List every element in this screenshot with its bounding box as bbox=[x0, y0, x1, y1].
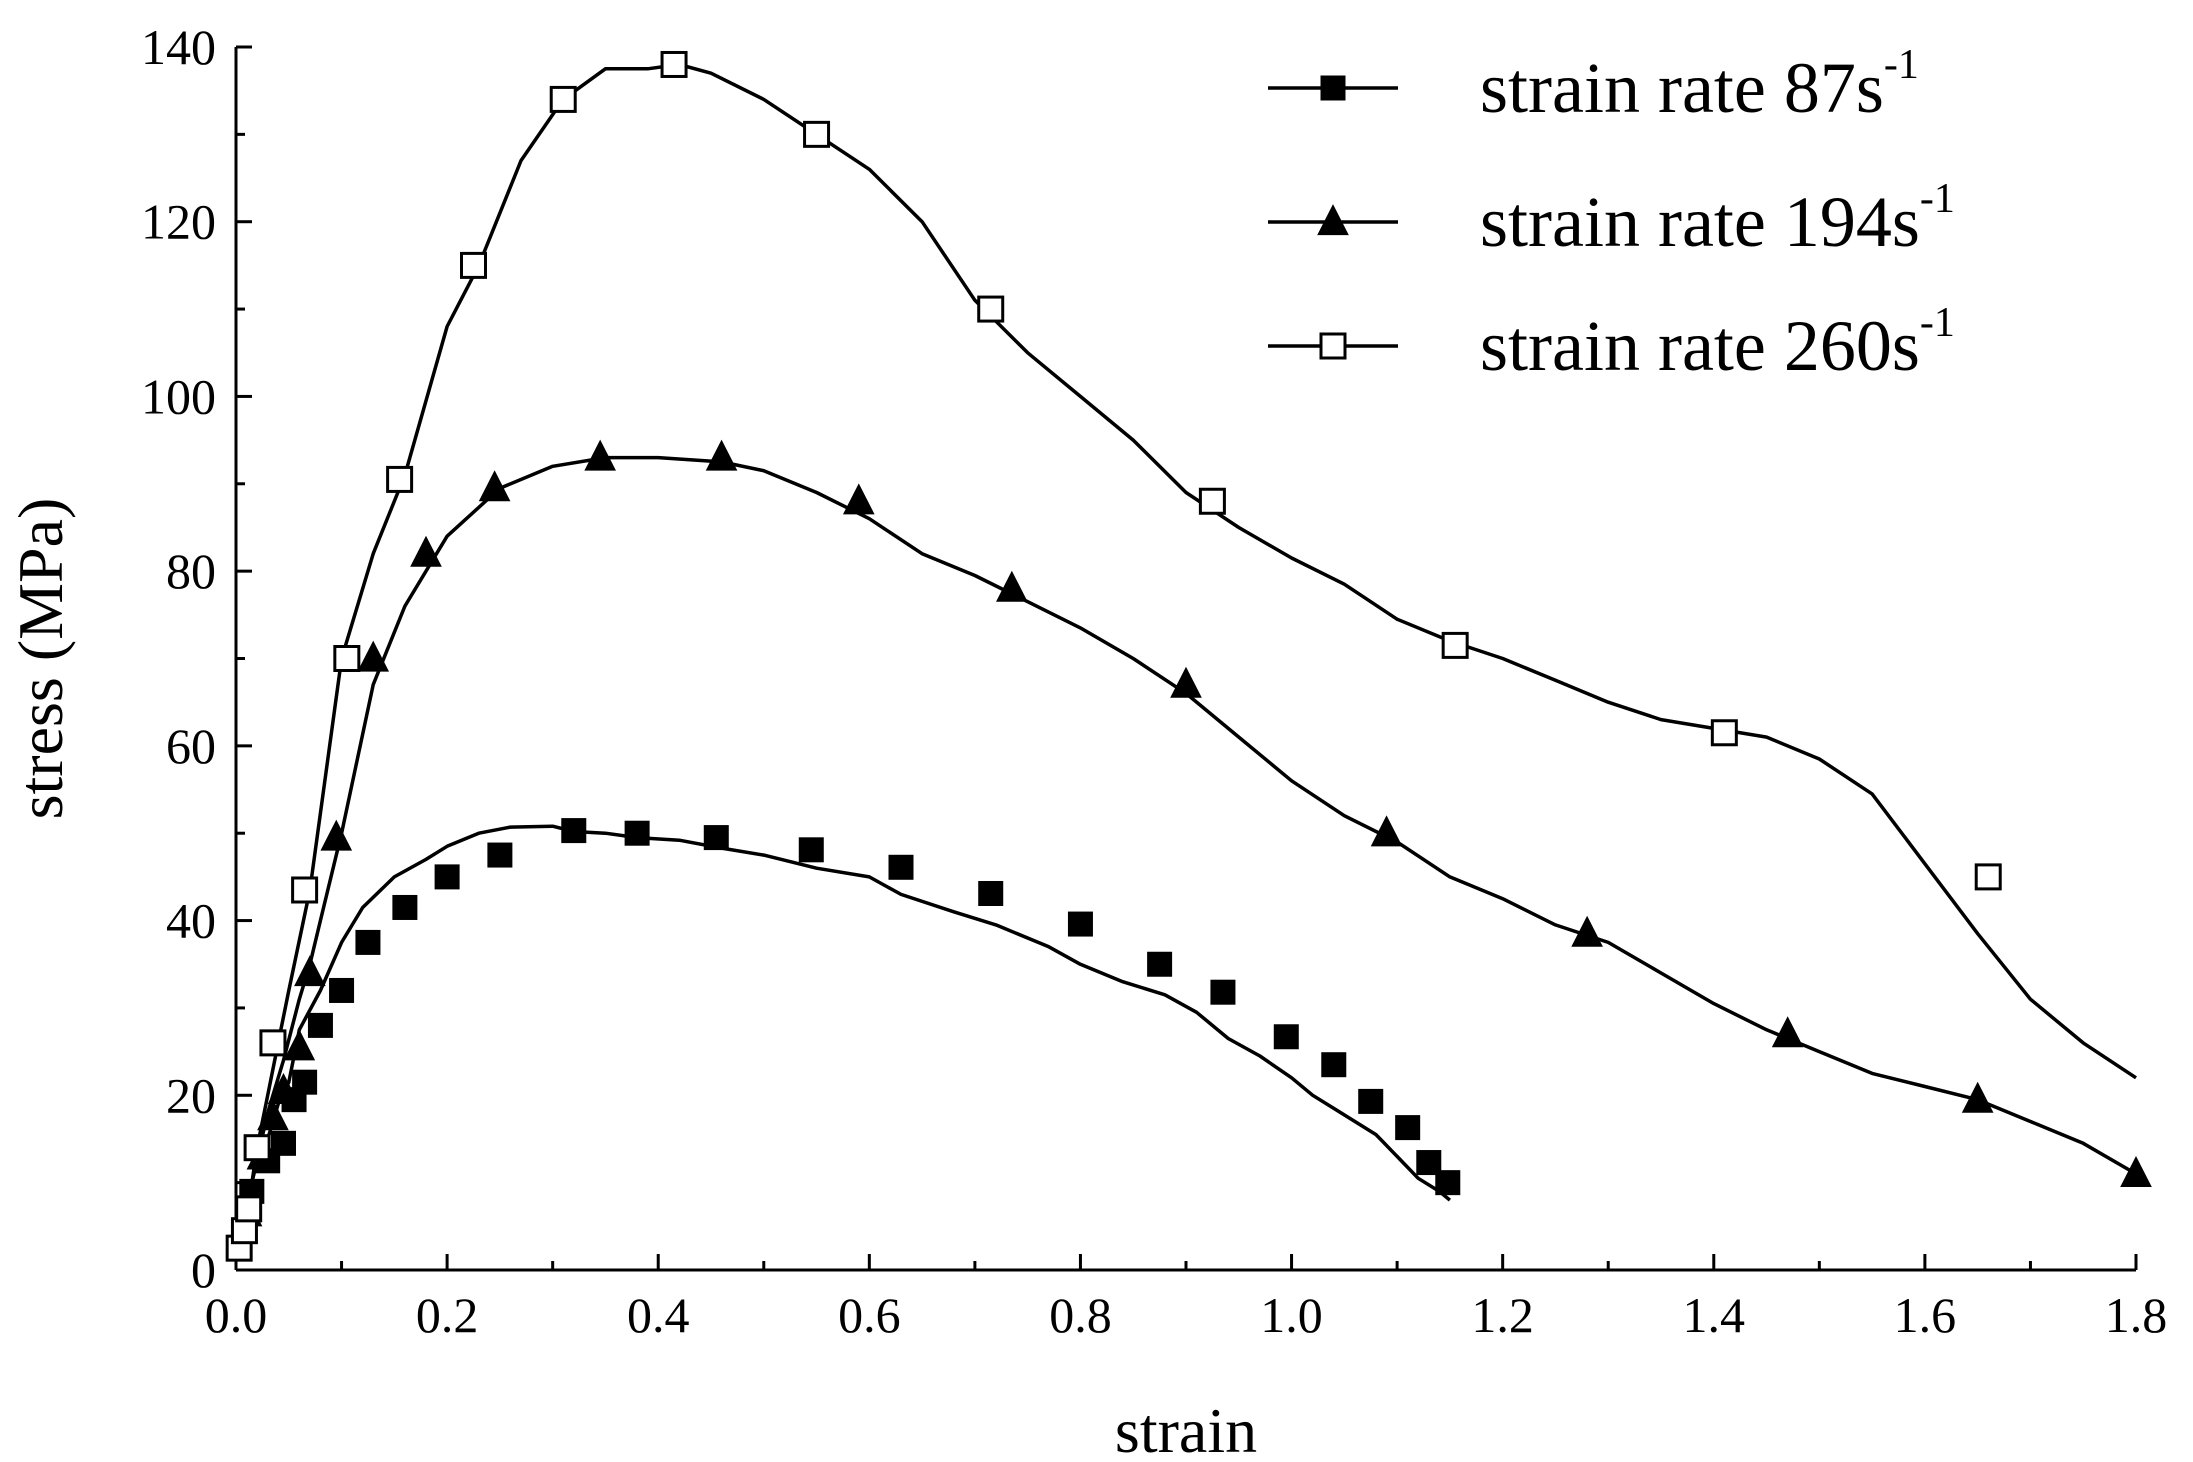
data-point bbox=[803, 120, 831, 148]
data-point bbox=[978, 880, 1004, 906]
data-point bbox=[410, 535, 442, 567]
legend-marker bbox=[1319, 332, 1347, 360]
data-point bbox=[842, 483, 875, 515]
x-tick-label: 1.2 bbox=[1471, 1287, 1534, 1343]
series-1 bbox=[239, 818, 1461, 1204]
legend-item: strain rate 87s-1 bbox=[1268, 42, 1919, 128]
y-tick-label: 80 bbox=[166, 543, 216, 599]
data-point bbox=[333, 645, 361, 672]
x-tick-label: 1.4 bbox=[1683, 1287, 1746, 1343]
data-point bbox=[888, 854, 914, 880]
legend-item: strain rate 260s-1 bbox=[1268, 300, 1955, 386]
data-point bbox=[307, 1012, 333, 1038]
data-point bbox=[434, 864, 460, 890]
data-point bbox=[1358, 1088, 1384, 1114]
data-point bbox=[478, 470, 511, 502]
data-point bbox=[705, 439, 738, 471]
data-point bbox=[703, 825, 729, 851]
data-point bbox=[1370, 815, 1403, 847]
data-point bbox=[1198, 487, 1226, 515]
data-point bbox=[798, 837, 824, 863]
legend-label: strain rate 260s-1 bbox=[1480, 300, 1955, 386]
data-point bbox=[1771, 1016, 1804, 1048]
data-point bbox=[1441, 631, 1469, 659]
series-line bbox=[239, 455, 2137, 1227]
y-tick-label: 0 bbox=[191, 1242, 216, 1298]
x-tick-label: 1.6 bbox=[1894, 1287, 1957, 1343]
data-point bbox=[1170, 666, 1202, 698]
x-tick-label: 0.4 bbox=[627, 1287, 690, 1343]
data-point bbox=[291, 876, 319, 904]
data-point bbox=[487, 842, 513, 868]
legend-label: strain rate 194s-1 bbox=[1480, 176, 1955, 262]
series-2 bbox=[230, 439, 2152, 1227]
data-point bbox=[329, 977, 355, 1003]
legend-label-superscript: -1 bbox=[1920, 176, 1955, 222]
y-tick-label: 100 bbox=[141, 368, 216, 424]
data-point bbox=[292, 1069, 318, 1095]
legend-label-superscript: -1 bbox=[1920, 300, 1955, 346]
data-point bbox=[460, 251, 487, 279]
data-point bbox=[1273, 1024, 1299, 1050]
series-line bbox=[237, 62, 2137, 1253]
data-point bbox=[977, 295, 1005, 323]
series-layer bbox=[225, 50, 2152, 1262]
data-point bbox=[392, 894, 418, 920]
data-point bbox=[549, 85, 577, 113]
legend: strain rate 87s-1 strain rate 194s-1 strai… bbox=[1268, 42, 1955, 386]
y-tick-label: 60 bbox=[166, 718, 216, 774]
data-point bbox=[1974, 863, 2002, 891]
data-point bbox=[1210, 979, 1236, 1005]
y-axis-title: stress (MPa) bbox=[5, 498, 76, 820]
data-point bbox=[386, 465, 414, 493]
x-tick-label: 0.8 bbox=[1049, 1287, 1112, 1343]
y-tick-label: 40 bbox=[166, 893, 216, 949]
y-tick-label: 120 bbox=[141, 194, 216, 250]
data-point bbox=[1395, 1115, 1421, 1141]
series-line bbox=[239, 824, 1452, 1202]
legend-item: strain rate 194s-1 bbox=[1268, 176, 1955, 262]
data-point bbox=[320, 819, 353, 851]
data-point bbox=[1147, 951, 1173, 977]
y-tick-label: 20 bbox=[166, 1067, 216, 1123]
data-point bbox=[1961, 1081, 1994, 1113]
data-point bbox=[267, 1073, 300, 1105]
data-point bbox=[660, 50, 688, 78]
data-point bbox=[1710, 719, 1738, 747]
x-tick-label: 1.8 bbox=[2105, 1287, 2168, 1343]
legend-label: strain rate 87s-1 bbox=[1480, 42, 1919, 128]
data-point bbox=[235, 1195, 263, 1223]
legend-marker bbox=[1317, 204, 1349, 236]
data-point bbox=[1321, 1052, 1347, 1078]
data-point bbox=[1416, 1150, 1442, 1176]
data-point bbox=[996, 570, 1028, 602]
data-point bbox=[2120, 1156, 2152, 1188]
x-tick-label: 1.0 bbox=[1260, 1287, 1323, 1343]
data-point bbox=[561, 818, 587, 844]
x-tick-label: 0.0 bbox=[205, 1287, 268, 1343]
series-3 bbox=[225, 50, 2137, 1262]
data-point bbox=[584, 439, 616, 471]
data-point bbox=[1571, 915, 1603, 947]
data-point bbox=[357, 640, 390, 672]
x-axis-title: strain bbox=[1115, 1395, 1257, 1462]
legend-label-superscript: -1 bbox=[1884, 42, 1919, 88]
data-point bbox=[294, 955, 326, 987]
data-point bbox=[271, 1130, 296, 1156]
y-tick-label: 140 bbox=[141, 19, 216, 75]
data-point bbox=[259, 1029, 287, 1057]
x-tick-label: 0.2 bbox=[416, 1287, 479, 1343]
data-point bbox=[283, 1029, 316, 1061]
data-point bbox=[624, 820, 650, 846]
data-point bbox=[355, 929, 381, 955]
data-point bbox=[1435, 1170, 1461, 1196]
legend-marker bbox=[1320, 75, 1346, 101]
x-tick-label: 0.6 bbox=[838, 1287, 901, 1343]
ticks: 0.0 0.2 0.4 0.6 0.8 1.0 1.2 1.4 1.6 1.8 0 20 40 60 80 1… bbox=[141, 19, 2167, 1343]
data-point bbox=[243, 1134, 271, 1162]
data-point bbox=[1067, 911, 1093, 937]
